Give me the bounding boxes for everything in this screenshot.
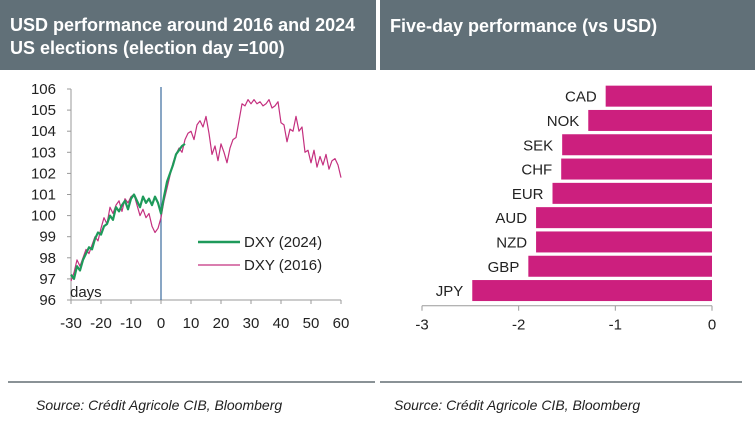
x-tick-label: 60 [333, 315, 350, 332]
y-tick-label: 97 [39, 271, 56, 288]
bar-gbp [528, 255, 712, 277]
x-tick-label: -20 [90, 315, 112, 332]
y-tick-label: 100 [31, 208, 56, 225]
right-source-note: Source: Crédit Agricole CIB, Bloomberg [394, 397, 641, 413]
bar-aud [536, 207, 712, 229]
x-tick-label: -3 [415, 317, 428, 334]
legend-label: DXY (2016) [244, 257, 322, 274]
x-tick-label: -10 [120, 315, 142, 332]
x-tick-label: -2 [512, 317, 525, 334]
y-tick-label: 98 [39, 250, 56, 267]
line-chart: -30 -20 -10 0 10 20 30 40 50 60 96 97 98 99 100 101 102 1… [31, 81, 349, 332]
x-tick-label: 50 [303, 315, 320, 332]
x-tick-label: 0 [708, 317, 716, 334]
right-bottom-divider [380, 381, 742, 383]
bar-label-sek: SEK [523, 137, 553, 154]
bar-sek [562, 134, 712, 156]
bar-label-chf: CHF [521, 162, 552, 179]
bar-chf [561, 158, 712, 180]
y-tick-label: 106 [31, 81, 56, 98]
y-tick-label: 101 [31, 187, 56, 204]
bar-label-aud: AUD [495, 210, 527, 227]
bar-chart: -3 -2 -1 0 CAD NOK SEK CHF EUR AUD NZD GBP JPY [415, 85, 716, 334]
bar-label-nok: NOK [547, 113, 580, 130]
series-line-dxy-2016 [70, 98, 342, 282]
bar-nok [588, 109, 712, 131]
left-chart-title: USD performance around 2016 and 2024 US … [0, 0, 376, 70]
bar-label-cad: CAD [565, 89, 597, 106]
x-tick-label: 30 [243, 315, 260, 332]
bar-cad [605, 85, 712, 107]
days-annotation: days [70, 284, 102, 301]
bar-label-gbp: GBP [488, 259, 520, 276]
bar-label-jpy: JPY [436, 283, 464, 300]
bar-label-eur: EUR [512, 186, 544, 203]
y-tick-label: 103 [31, 144, 56, 161]
y-tick-label: 104 [31, 123, 56, 140]
x-tick-label: 0 [157, 315, 165, 332]
x-tick-label: 20 [213, 315, 230, 332]
x-tick-label: -1 [609, 317, 622, 334]
bar-label-nzd: NZD [496, 234, 527, 251]
y-tick-label: 102 [31, 165, 56, 182]
bar-nzd [536, 231, 712, 253]
bar-eur [552, 182, 712, 204]
x-tick-label: 10 [183, 315, 200, 332]
right-chart-title: Five-day performance (vs USD) [380, 0, 755, 70]
y-tick-label: 99 [39, 229, 56, 246]
x-tick-label: -30 [60, 315, 82, 332]
series-line-dxy-2024 [70, 142, 186, 280]
left-source-note: Source: Crédit Agricole CIB, Bloomberg [36, 397, 283, 413]
legend-label: DXY (2024) [244, 234, 322, 251]
left-bottom-divider [8, 381, 375, 383]
y-tick-label: 96 [39, 292, 56, 309]
y-tick-label: 105 [31, 102, 56, 119]
bar-jpy [472, 280, 712, 302]
x-tick-label: 40 [273, 315, 290, 332]
